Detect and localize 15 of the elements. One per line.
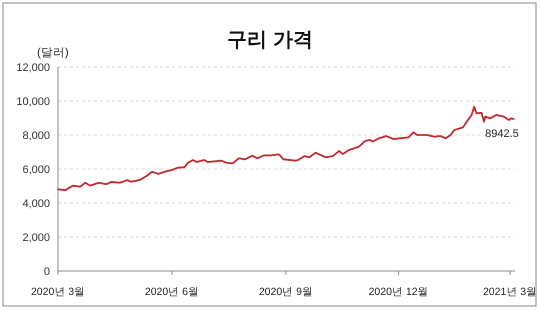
y-tick-label: 2,000 — [22, 232, 50, 244]
y-tick-label: 0 — [44, 266, 50, 278]
chart-title: 구리 가격 — [227, 29, 313, 51]
y-tick-label: 8,000 — [22, 130, 50, 142]
y-tick-label: 4,000 — [22, 198, 50, 210]
x-tick-label: 2021년 3월 — [482, 286, 538, 298]
y-tick-label: 12,000 — [16, 62, 50, 74]
x-tick-label: 2020년 3월 — [30, 286, 86, 298]
x-tick-label: 2020년 9월 — [258, 286, 313, 298]
x-tick-label: 2020년 12월 — [368, 286, 429, 298]
y-tick-label: 10,000 — [16, 96, 50, 108]
annotation: 8942.5 — [485, 128, 519, 140]
y-tick-label: 6,000 — [22, 164, 50, 176]
x-tick-label: 2020년 6월 — [144, 286, 200, 298]
y-axis-title: (달러) — [37, 47, 69, 59]
